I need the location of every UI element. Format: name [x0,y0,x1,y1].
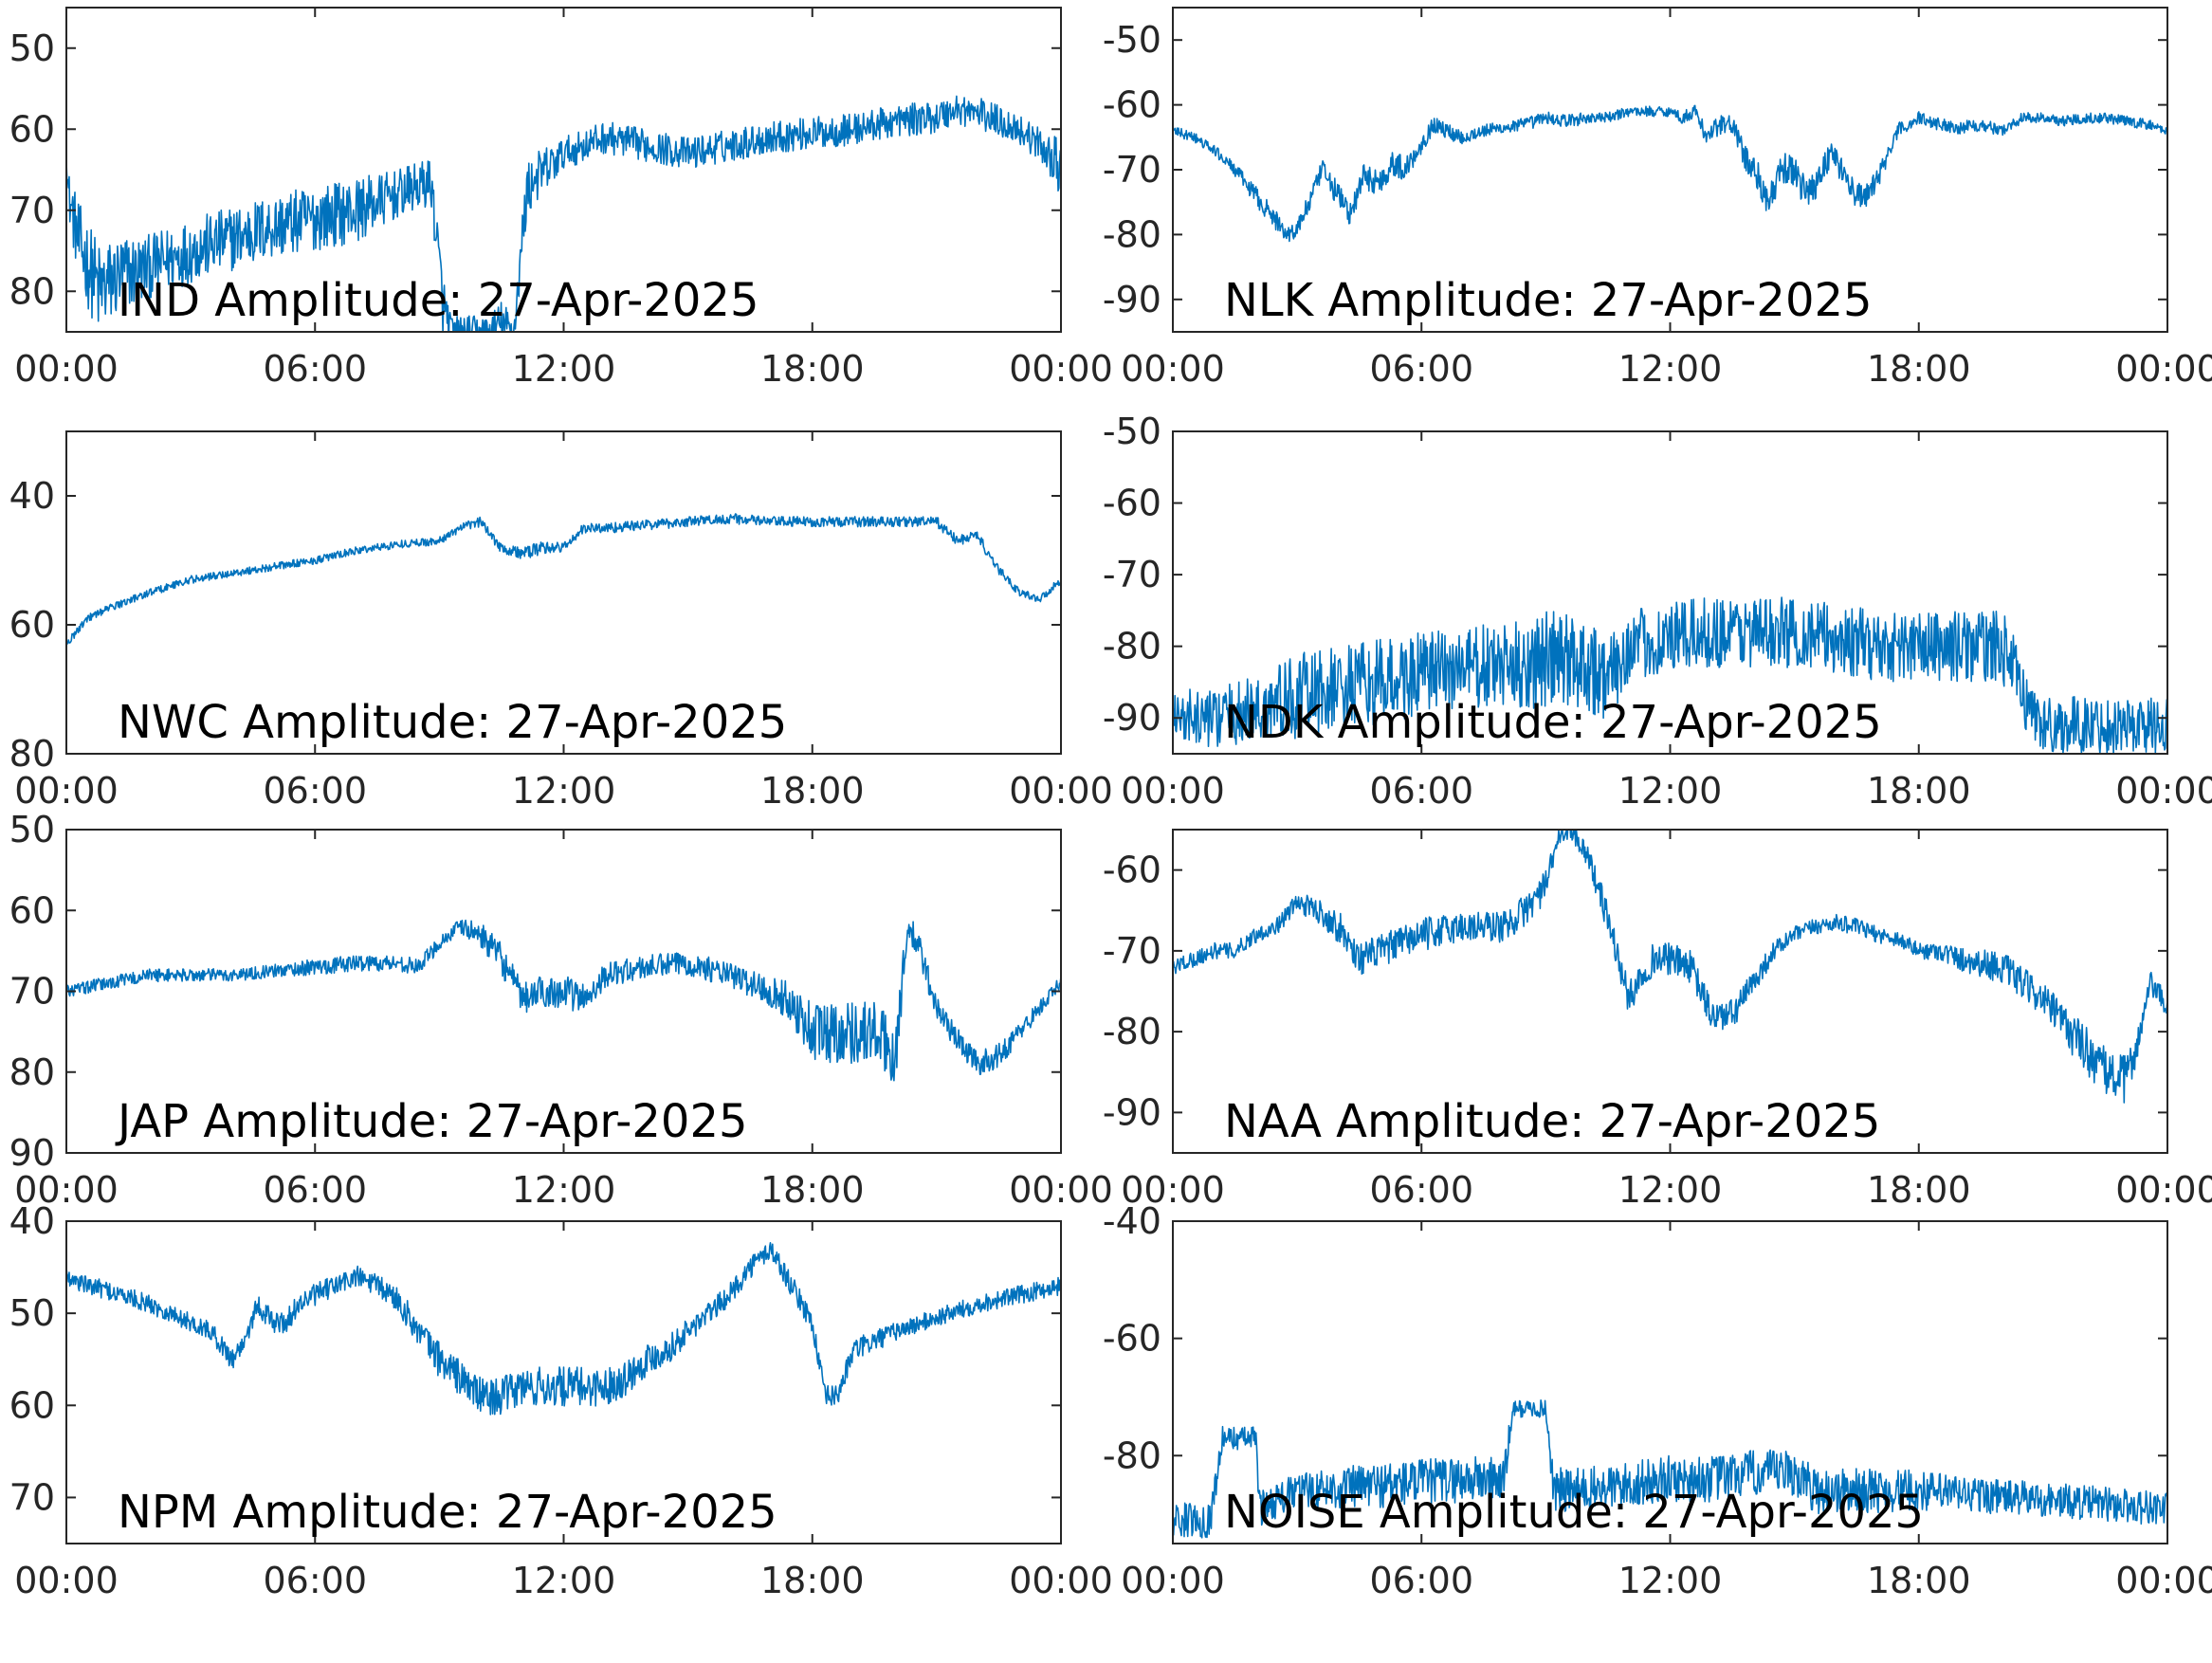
x-tick-label: 06:00 [263,348,367,390]
y-tick-label: 50 [9,1292,55,1334]
x-tick-label: 00:00 [14,1560,119,1601]
y-tick-label: 70 [9,190,55,231]
series-line-ndk-amplitude [1173,596,2167,754]
x-tick-label: 12:00 [1618,348,1723,390]
x-tick-label: 00:00 [1121,770,1225,812]
chart-title: NPM Amplitude: 27-Apr-2025 [118,1486,777,1539]
chart-title: NDK Amplitude: 27-Apr-2025 [1224,696,1882,749]
x-tick-label: 18:00 [760,1560,865,1601]
x-tick-label: 00:00 [1121,348,1225,390]
y-tick-label: 60 [9,108,55,150]
x-tick-label: 00:00 [2115,1169,2212,1211]
series-line-noise-amplitude [1173,1399,2167,1539]
x-tick-label: 00:00 [2115,770,2212,812]
y-tick-label: -60 [1103,850,1161,891]
chart-panel-npm-amplitude: 00:00 06:00 12:00 18:00 00:00 70 60 50 40 NPM Amp… [9,1200,1113,1601]
x-tick-label: 06:00 [263,770,367,812]
x-tick-label: 06:00 [1369,348,1473,390]
y-tick-label: 70 [9,971,55,1013]
x-tick-label: 12:00 [512,1560,616,1601]
x-tick-label: 12:00 [1618,1560,1723,1601]
series-line-ind-amplitude [66,95,1061,332]
chart-panel-nlk-amplitude: 00:00 06:00 12:00 18:00 00:00 -90 -80 -70 -60 -50… [1103,7,2212,390]
chart-title: NOISE Amplitude: 27-Apr-2025 [1224,1486,1924,1539]
y-tick-label: 60 [9,604,55,646]
chart-title: IND Amplitude: 27-Apr-2025 [118,274,759,327]
x-tick-label: 06:00 [1369,770,1473,812]
series-line-jap-amplitude [66,919,1061,1082]
y-tick-label: -60 [1103,483,1161,524]
y-tick-label: -70 [1103,930,1161,972]
y-tick-label: 80 [9,270,55,312]
x-tick-label: 12:00 [512,770,616,812]
x-tick-label: 00:00 [1121,1169,1225,1211]
chart-panel-noise-amplitude: 00:00 06:00 12:00 18:00 00:00 -80 -60 -40 NOISE … [1103,1200,2212,1601]
x-tick-label: 18:00 [760,348,865,390]
chart-title: NAA Amplitude: 27-Apr-2025 [1224,1095,1880,1148]
chart-title: NWC Amplitude: 27-Apr-2025 [118,696,787,749]
y-tick-label: -50 [1103,19,1161,61]
y-tick-label: -70 [1103,554,1161,595]
x-tick-label: 00:00 [1121,1560,1225,1601]
x-tick-label: 18:00 [1867,348,1971,390]
x-tick-label: 06:00 [263,1169,367,1211]
series-line-nlk-amplitude [1173,104,2167,243]
y-tick-label: 80 [9,1051,55,1093]
x-tick-label: 00:00 [1009,1560,1113,1601]
y-tick-label: -80 [1103,213,1161,255]
y-tick-label: -80 [1103,626,1161,667]
x-tick-label: 12:00 [1618,770,1723,812]
y-tick-label: 60 [9,889,55,931]
y-tick-label: -80 [1103,1011,1161,1052]
y-tick-label: 80 [9,733,55,775]
x-tick-label: 00:00 [14,1169,119,1211]
y-tick-label: 70 [9,1476,55,1518]
y-tick-label: -50 [1103,411,1161,452]
y-tick-label: 50 [9,27,55,69]
chart-panel-ndk-amplitude: 00:00 06:00 12:00 18:00 00:00 -90 -80 -70 -60 -50… [1103,411,2212,812]
y-tick-label: -90 [1103,1091,1161,1133]
chart-panel-ind-amplitude: 00:00 06:00 12:00 18:00 00:00 80 70 60 50 IND Amp… [9,7,1113,390]
x-tick-label: 00:00 [1009,1169,1113,1211]
x-tick-label: 18:00 [1867,770,1971,812]
x-tick-label: 18:00 [1867,1560,1971,1601]
y-tick-label: 40 [9,475,55,517]
x-tick-label: 18:00 [1867,1169,1971,1211]
chart-title: JAP Amplitude: 27-Apr-2025 [115,1095,748,1148]
series-line-nwc-amplitude [66,513,1061,646]
x-tick-label: 00:00 [2115,1560,2212,1601]
x-tick-label: 12:00 [512,348,616,390]
y-tick-label: -40 [1103,1200,1161,1242]
y-tick-label: -70 [1103,149,1161,191]
y-tick-label: 60 [9,1384,55,1426]
x-tick-label: 00:00 [14,770,119,812]
series-line-npm-amplitude [66,1242,1061,1416]
y-tick-label: 40 [9,1200,55,1242]
x-tick-label: 00:00 [2115,348,2212,390]
y-tick-label: -60 [1103,1318,1161,1360]
y-tick-label: 50 [9,809,55,850]
y-tick-label: -90 [1103,279,1161,320]
y-tick-label: -60 [1103,84,1161,126]
x-tick-label: 18:00 [760,770,865,812]
x-tick-label: 06:00 [1369,1169,1473,1211]
y-tick-label: 90 [9,1132,55,1174]
x-tick-label: 00:00 [14,348,119,390]
x-tick-label: 12:00 [1618,1169,1723,1211]
y-tick-label: -90 [1103,697,1161,739]
y-tick-label: -80 [1103,1435,1161,1476]
x-tick-label: 00:00 [1009,348,1113,390]
x-tick-label: 00:00 [1009,770,1113,812]
x-tick-label: 18:00 [760,1169,865,1211]
series-line-naa-amplitude [1173,830,2167,1104]
chart-panel-naa-amplitude: 00:00 06:00 12:00 18:00 00:00 -90 -80 -70 -60 NAA… [1103,829,2212,1211]
chart-title: NLK Amplitude: 27-Apr-2025 [1224,274,1873,327]
x-tick-label: 06:00 [1369,1560,1473,1601]
x-tick-label: 06:00 [263,1560,367,1601]
x-tick-label: 12:00 [512,1169,616,1211]
